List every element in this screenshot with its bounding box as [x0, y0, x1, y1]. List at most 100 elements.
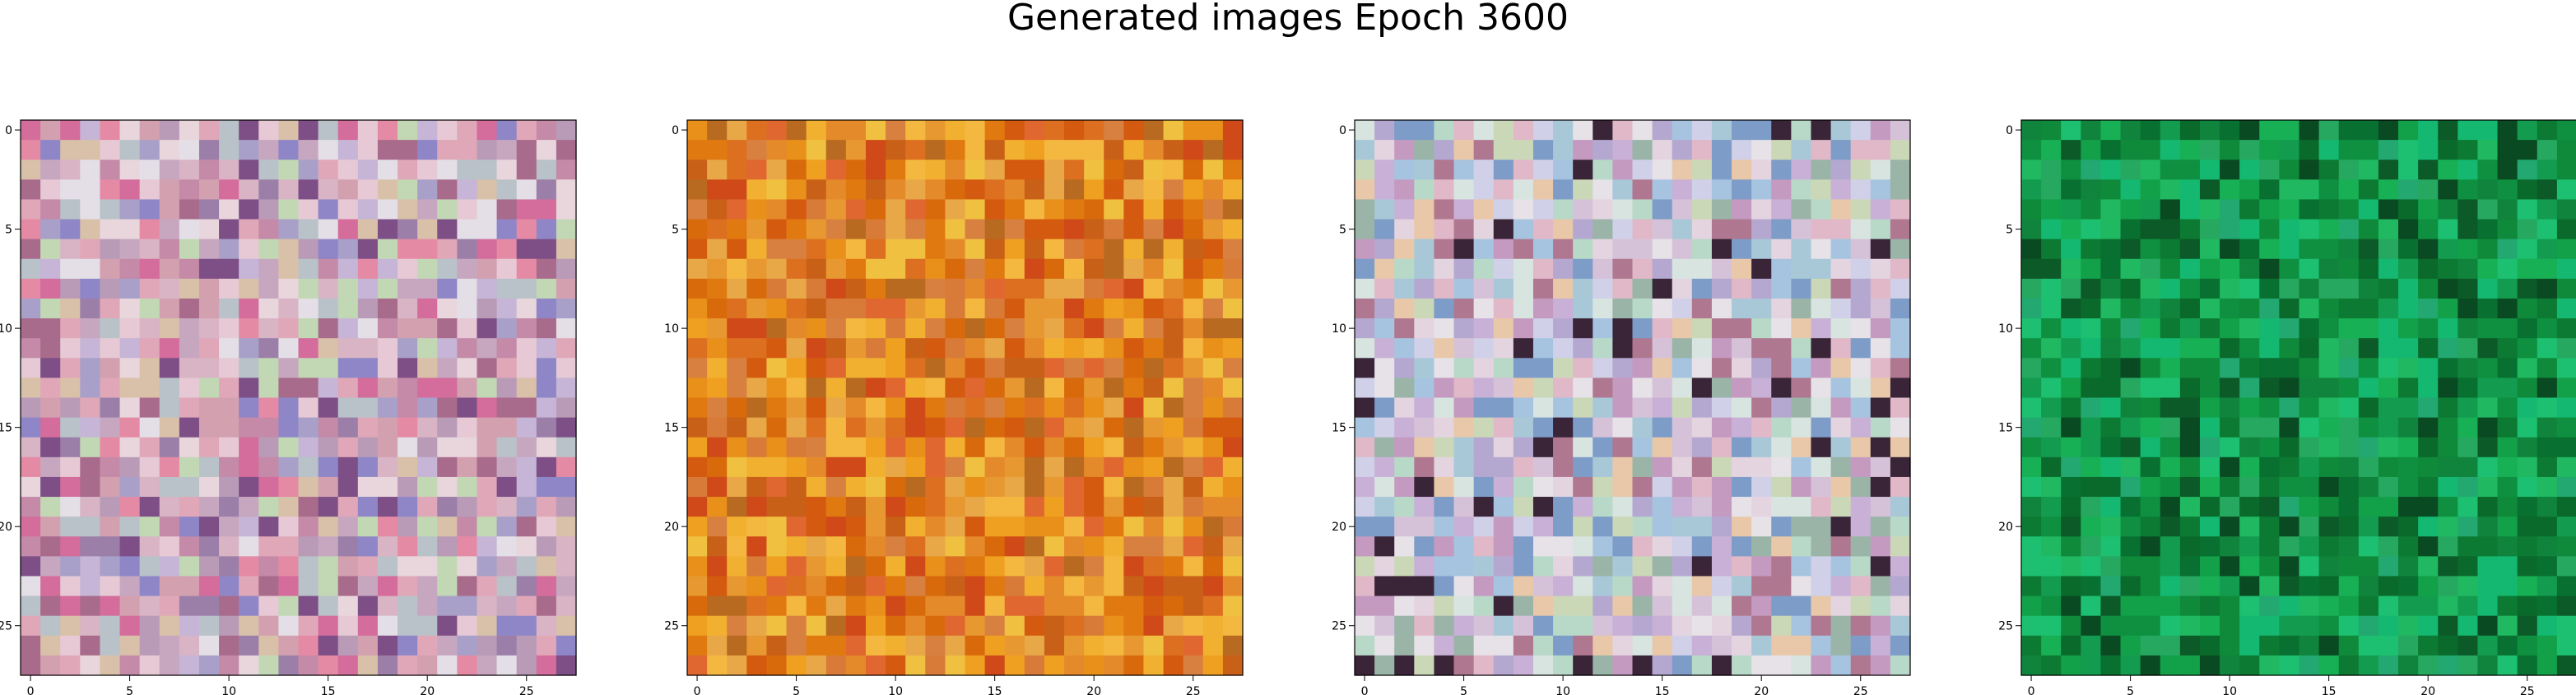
pixel [2338, 456, 2360, 478]
pixel [2179, 338, 2201, 359]
pixel [437, 160, 458, 180]
pixel [60, 318, 81, 339]
pixel [2041, 456, 2062, 478]
pixel [2398, 120, 2419, 141]
pixel [2081, 437, 2102, 458]
pixel [2239, 576, 2260, 597]
x-tick-label: 5 [2127, 685, 2134, 695]
pixel [516, 199, 537, 220]
pixel [318, 536, 339, 557]
pixel [2536, 219, 2558, 240]
pixel [21, 378, 41, 399]
pixel [139, 278, 160, 299]
pixel [516, 239, 537, 260]
pixel [239, 358, 259, 378]
pixel [2338, 476, 2360, 498]
pixel [40, 179, 61, 201]
pixel [2556, 160, 2576, 180]
pixel [2021, 556, 2042, 577]
pixel [2199, 278, 2220, 299]
pixel [2477, 160, 2499, 180]
pixel [2120, 476, 2141, 498]
pixel [2338, 120, 2360, 141]
pixel [318, 120, 339, 141]
pixel [318, 160, 339, 180]
pixel [159, 278, 180, 299]
pixel [377, 576, 398, 597]
pixel [60, 378, 81, 399]
pixel [516, 120, 537, 141]
pixel [21, 298, 41, 319]
pixel [2418, 120, 2439, 141]
pixel [2179, 397, 2201, 419]
pixel [21, 199, 41, 220]
pixel [198, 576, 220, 597]
pixel [417, 615, 438, 637]
pixel [2556, 239, 2576, 260]
pixel [2160, 615, 2181, 637]
pixel [239, 576, 259, 597]
pixel [2140, 437, 2161, 458]
pixel [100, 397, 121, 419]
pixel [398, 140, 418, 160]
pixel [2081, 298, 2102, 319]
pixel [198, 476, 220, 498]
pixel [2517, 179, 2538, 201]
pixel [477, 120, 498, 141]
pixel [2477, 358, 2499, 378]
pixel [457, 517, 478, 537]
pixel [2081, 517, 2102, 537]
pixel [2556, 497, 2576, 517]
pixel [2081, 536, 2102, 557]
pixel [556, 298, 577, 319]
pixel [2457, 497, 2479, 517]
pixel [2220, 517, 2240, 537]
pixel [2279, 258, 2300, 280]
pixel [2041, 258, 2062, 280]
pixel [516, 358, 537, 378]
pixel [2179, 576, 2201, 597]
pixel [2259, 397, 2280, 419]
pixel [377, 140, 398, 160]
pixel [2398, 298, 2419, 319]
pixel [2556, 378, 2576, 399]
pixel [2556, 437, 2576, 458]
pixel [496, 378, 518, 399]
pixel [2061, 476, 2081, 498]
pixel [2299, 358, 2320, 378]
pixel [139, 258, 160, 280]
pixel [298, 476, 319, 498]
pixel [2160, 120, 2181, 141]
pixel [159, 456, 180, 478]
pixel [2021, 219, 2042, 240]
pixel [139, 239, 160, 260]
pixel [2556, 278, 2576, 299]
pixel [377, 595, 398, 617]
pixel [21, 497, 41, 517]
pixel [2477, 417, 2499, 438]
pixel [2318, 239, 2340, 260]
pixel [2398, 397, 2419, 419]
pixel [2140, 140, 2161, 160]
pixel [179, 397, 200, 419]
pixel [258, 179, 279, 201]
pixel [2100, 476, 2122, 498]
pixel [2140, 397, 2161, 419]
pixel [2021, 536, 2042, 557]
pixel [2378, 338, 2399, 359]
pixel [278, 160, 300, 180]
y-tick-label: 20 [1998, 521, 2013, 534]
pixel [2041, 635, 2062, 656]
pixel [2398, 278, 2419, 299]
pixel [2061, 497, 2081, 517]
pixel [437, 517, 458, 537]
pixel [2536, 615, 2558, 637]
pixel [2061, 258, 2081, 280]
pixel [2556, 258, 2576, 280]
pixel [337, 239, 359, 260]
pixel [2418, 358, 2439, 378]
pixel [2338, 655, 2360, 676]
pixel [2358, 476, 2379, 498]
pixel [2457, 160, 2479, 180]
